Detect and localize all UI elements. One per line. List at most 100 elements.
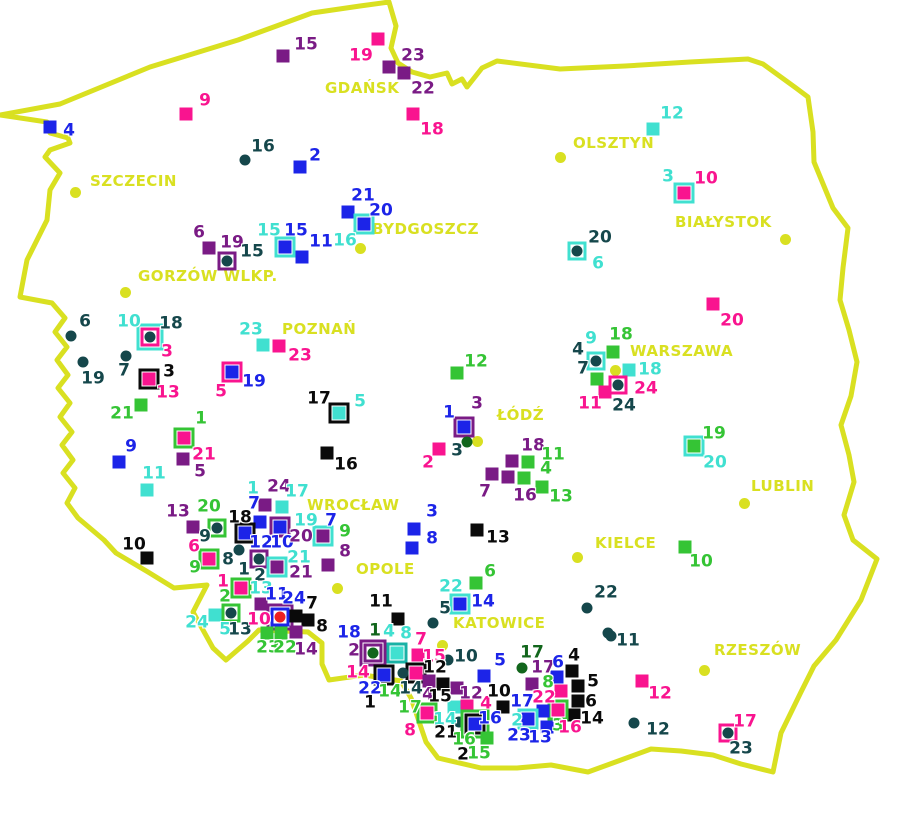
map-marker[interactable]	[274, 236, 296, 258]
map-marker[interactable]	[554, 684, 568, 698]
map-marker[interactable]	[179, 107, 193, 121]
map-marker[interactable]	[540, 720, 554, 734]
map-marker[interactable]	[256, 338, 270, 352]
map-marker[interactable]	[391, 612, 405, 626]
map-marker[interactable]	[469, 576, 483, 590]
map-marker[interactable]	[571, 694, 585, 708]
map-marker[interactable]	[359, 639, 387, 667]
map-marker[interactable]	[202, 241, 216, 255]
map-marker[interactable]	[605, 630, 617, 642]
map-marker[interactable]	[272, 339, 286, 353]
map-marker[interactable]	[234, 522, 256, 544]
map-marker[interactable]	[590, 372, 604, 386]
map-marker[interactable]	[217, 251, 237, 271]
map-marker[interactable]	[266, 556, 288, 578]
map-marker[interactable]	[289, 609, 303, 623]
map-marker[interactable]	[581, 602, 593, 614]
map-marker[interactable]	[565, 664, 579, 678]
map-marker[interactable]	[646, 122, 660, 136]
map-marker[interactable]	[112, 455, 126, 469]
map-marker[interactable]	[120, 350, 132, 362]
map-marker[interactable]	[586, 351, 606, 371]
map-marker[interactable]	[253, 515, 267, 529]
map-marker[interactable]	[683, 435, 705, 457]
map-marker[interactable]	[397, 667, 409, 679]
map-marker[interactable]	[501, 470, 515, 484]
map-marker[interactable]	[598, 385, 612, 399]
map-marker[interactable]	[567, 241, 587, 261]
map-marker[interactable]	[386, 642, 408, 664]
map-marker[interactable]	[341, 205, 355, 219]
map-marker[interactable]	[436, 677, 450, 691]
map-marker[interactable]	[678, 540, 692, 554]
map-marker[interactable]	[239, 154, 251, 166]
map-marker[interactable]	[140, 483, 154, 497]
map-marker[interactable]	[635, 674, 649, 688]
map-marker[interactable]	[320, 446, 334, 460]
map-marker[interactable]	[535, 480, 549, 494]
map-marker[interactable]	[453, 416, 475, 438]
map-marker[interactable]	[77, 356, 89, 368]
map-marker[interactable]	[254, 597, 268, 611]
map-marker[interactable]	[628, 717, 640, 729]
map-marker[interactable]	[382, 60, 396, 74]
map-marker[interactable]	[718, 723, 738, 743]
map-marker[interactable]	[301, 613, 315, 627]
map-marker[interactable]	[571, 679, 585, 693]
map-marker[interactable]	[321, 558, 335, 572]
map-marker[interactable]	[230, 577, 252, 599]
map-marker[interactable]	[373, 664, 395, 686]
map-marker[interactable]	[496, 700, 510, 714]
map-marker[interactable]	[266, 603, 294, 631]
map-marker[interactable]	[606, 345, 620, 359]
map-marker[interactable]	[136, 323, 164, 351]
map-marker[interactable]	[176, 452, 190, 466]
map-marker[interactable]	[422, 674, 436, 688]
map-marker[interactable]	[622, 363, 636, 377]
map-marker[interactable]	[260, 626, 274, 640]
map-marker[interactable]	[477, 669, 491, 683]
map-marker[interactable]	[536, 704, 550, 718]
map-marker[interactable]	[516, 662, 528, 674]
map-marker[interactable]	[405, 541, 419, 555]
map-marker[interactable]	[450, 366, 464, 380]
map-marker[interactable]	[521, 455, 535, 469]
map-marker[interactable]	[269, 516, 291, 538]
map-marker[interactable]	[427, 617, 439, 629]
map-marker[interactable]	[293, 160, 307, 174]
map-marker[interactable]	[432, 442, 446, 456]
map-marker[interactable]	[460, 699, 474, 713]
map-marker[interactable]	[134, 398, 148, 412]
map-marker[interactable]	[276, 49, 290, 63]
map-marker[interactable]	[485, 467, 499, 481]
map-marker[interactable]	[312, 525, 334, 547]
map-marker[interactable]	[406, 107, 420, 121]
map-marker[interactable]	[233, 544, 245, 556]
map-marker[interactable]	[328, 402, 350, 424]
map-marker[interactable]	[207, 518, 227, 538]
map-marker[interactable]	[407, 522, 421, 536]
map-marker[interactable]	[221, 603, 241, 623]
map-marker[interactable]	[447, 700, 461, 714]
map-marker[interactable]	[608, 375, 628, 395]
map-marker[interactable]	[450, 681, 464, 695]
map-marker[interactable]	[295, 250, 309, 264]
map-marker[interactable]	[411, 648, 425, 662]
map-marker[interactable]	[453, 716, 465, 728]
map-marker[interactable]	[173, 427, 195, 449]
map-marker[interactable]	[480, 731, 494, 745]
map-marker[interactable]	[416, 702, 438, 724]
map-marker[interactable]	[505, 454, 519, 468]
map-marker[interactable]	[461, 436, 473, 448]
map-marker[interactable]	[567, 708, 581, 722]
map-marker[interactable]	[353, 213, 375, 235]
map-marker[interactable]	[371, 32, 385, 46]
map-marker[interactable]	[673, 182, 695, 204]
map-marker[interactable]	[460, 709, 490, 739]
map-marker[interactable]	[405, 662, 427, 684]
map-marker[interactable]	[221, 361, 243, 383]
map-marker[interactable]	[274, 626, 288, 640]
map-marker[interactable]	[140, 551, 154, 565]
map-marker[interactable]	[258, 498, 272, 512]
map-marker[interactable]	[547, 699, 569, 721]
